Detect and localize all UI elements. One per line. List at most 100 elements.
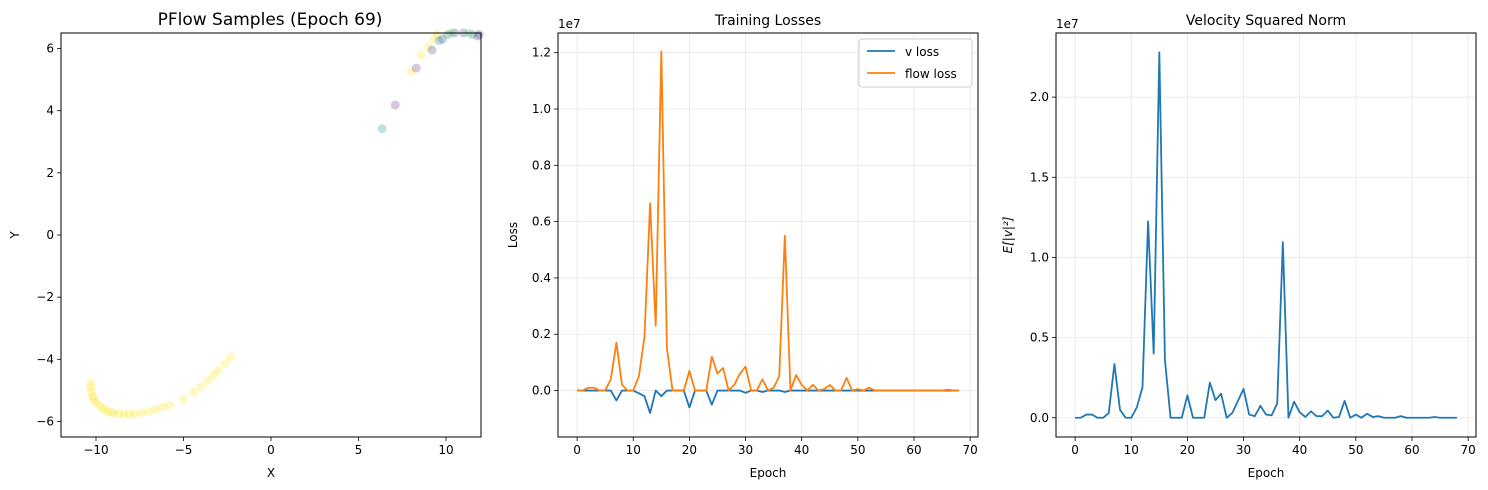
losses-y-label: Loss [506, 222, 520, 248]
scatter-point [137, 408, 146, 418]
velocity-plot-area [1075, 51, 1457, 419]
losses-y-tick-label: 0.2 [532, 327, 551, 341]
velocity-axes-frame [1055, 32, 1477, 438]
velocity-x-tick-label: 30 [1236, 443, 1251, 457]
velocity-x-tick-label: 0 [1071, 443, 1079, 457]
scatter-panel: PFlow Samples (Epoch 69) −10 −5 0 5 10 −6 −4 −2… [8, 10, 484, 480]
scatter-point [105, 407, 115, 417]
scatter-title: PFlow Samples (Epoch 69) [158, 10, 383, 30]
scatter-y-tick-label: −2 [36, 290, 54, 304]
scatter-point [203, 375, 213, 385]
scatter-point [87, 387, 97, 397]
scatter-y-label: Y [8, 231, 22, 240]
scatter-point [432, 30, 442, 40]
scatter-x-tick-label: −10 [83, 443, 108, 457]
scatter-point [208, 370, 218, 380]
scatter-x-label: X [267, 466, 275, 480]
velocity-title: Velocity Squared Norm [1186, 13, 1346, 29]
losses-x-tick-label: 70 [962, 443, 977, 457]
scatter-point [196, 382, 206, 392]
losses-grid [558, 33, 978, 437]
losses-series-line-1 [577, 50, 959, 392]
scatter-point [124, 409, 134, 419]
scatter-point [114, 409, 124, 419]
scatter-point [98, 403, 108, 413]
scatter-point [165, 400, 174, 410]
scatter-point [109, 408, 118, 418]
scatter-x-tick-label: 5 [355, 443, 363, 457]
velocity-x-label: Epoch [1248, 466, 1285, 480]
scatter-point [443, 30, 453, 40]
velocity-x-tick-label: 10 [1124, 443, 1139, 457]
scatter-point [151, 405, 160, 415]
losses-y-tick-label: 0.6 [532, 215, 551, 229]
scatter-plot-area [86, 28, 484, 419]
scatter-point [424, 42, 433, 52]
scatter-axes-frame [60, 32, 482, 438]
losses-x-tick-label: 60 [906, 443, 921, 457]
losses-x-tick-label: 10 [626, 443, 641, 457]
scatter-point [89, 395, 99, 405]
velocity-y-tick-label: 2.0 [1030, 90, 1049, 104]
scatter-point [214, 365, 223, 375]
velocity-y-tick-label: 0.5 [1030, 331, 1049, 345]
scatter-y-tick-label: −4 [36, 352, 54, 366]
velocity-x-tick-label: 70 [1460, 443, 1475, 457]
velocity-x-tick-label: 40 [1292, 443, 1307, 457]
scatter-x-tick-label: −5 [175, 443, 193, 457]
scatter-point [438, 34, 447, 44]
scatter-point [390, 100, 400, 110]
scatter-point [119, 409, 129, 419]
losses-plot-area [577, 50, 959, 414]
scatter-point [144, 407, 153, 417]
losses-x-tick-label: 20 [682, 443, 697, 457]
velocity-panel: Velocity Squared Norm 1e7 0 10 20 30 40 50 60 7… [1001, 13, 1477, 480]
losses-series-line-0 [577, 389, 959, 414]
velocity-y-tick-label: 0.0 [1030, 411, 1049, 425]
scatter-point [221, 358, 230, 368]
scatter-x-tick-label: 0 [267, 443, 275, 457]
velocity-x-tick-label: 60 [1404, 443, 1419, 457]
losses-y-tick-label: 1.0 [532, 102, 551, 116]
legend-label-v-loss: v loss [905, 45, 939, 59]
velocity-y-label: E[|v|²] [1001, 216, 1015, 253]
losses-axes-frame [557, 32, 979, 438]
losses-x-tick-label: 50 [850, 443, 865, 457]
legend-label-flow-loss: flow loss [905, 67, 957, 81]
scatter-point [411, 63, 421, 73]
velocity-ticks: 0 10 20 30 40 50 60 70 0.0 0.5 1.0 1.5 2.0 [1030, 90, 1476, 457]
losses-scale-label: 1e7 [558, 17, 581, 31]
scatter-y-tick-label: −6 [36, 414, 54, 428]
scatter-point [377, 124, 387, 134]
losses-x-label: Epoch [750, 466, 787, 480]
velocity-grid [1056, 33, 1476, 437]
scatter-point [226, 352, 236, 362]
scatter-point [86, 378, 96, 388]
losses-x-tick-label: 30 [738, 443, 753, 457]
velocity-x-tick-label: 50 [1348, 443, 1363, 457]
scatter-point [417, 50, 426, 60]
scatter-y-tick-label: 2 [46, 166, 54, 180]
scatter-ticks: −10 −5 0 5 10 −6 −4 −2 0 2 4 6 [36, 42, 453, 457]
velocity-series-line-0 [1075, 51, 1457, 419]
losses-legend: v loss flow loss [858, 38, 973, 88]
scatter-point [473, 31, 482, 41]
losses-y-tick-label: 1.2 [532, 46, 551, 60]
scatter-point [102, 406, 111, 416]
velocity-y-tick-label: 1.5 [1030, 170, 1049, 184]
velocity-scale-label: 1e7 [1056, 17, 1079, 31]
losses-panel: Training Losses 1e7 0 10 20 30 40 50 60 70 0.0 0.… [506, 13, 979, 480]
scatter-point [429, 34, 439, 44]
scatter-point [434, 36, 444, 46]
scatter-point [406, 67, 416, 77]
losses-y-tick-label: 0.0 [532, 384, 551, 398]
scatter-point [86, 382, 96, 392]
losses-ticks: 0 10 20 30 40 50 60 70 0.0 0.2 0.4 0.6 0.8 1.0 1.2 [532, 46, 978, 457]
losses-x-tick-label: 40 [794, 443, 809, 457]
velocity-y-tick-label: 1.0 [1030, 250, 1049, 264]
scatter-point [158, 402, 167, 412]
velocity-x-tick-label: 20 [1180, 443, 1195, 457]
scatter-point [130, 409, 139, 419]
losses-y-tick-label: 0.8 [532, 158, 551, 172]
